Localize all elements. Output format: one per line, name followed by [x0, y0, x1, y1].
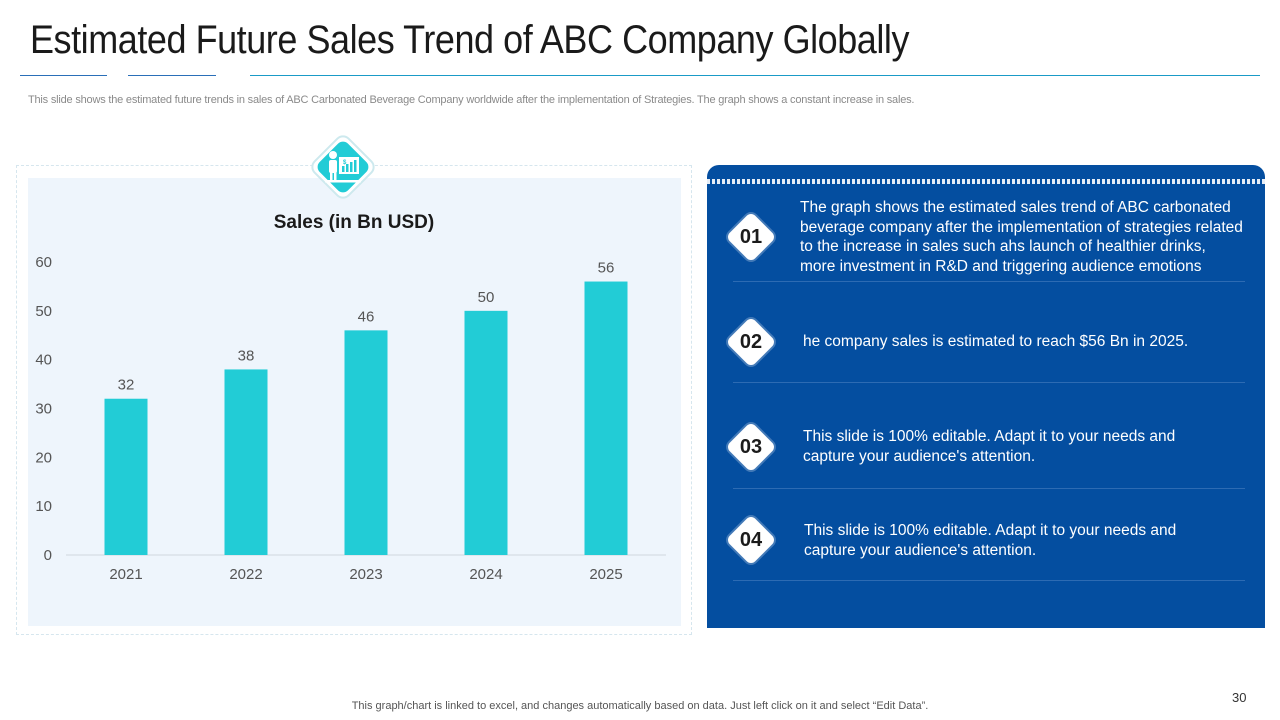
item-divider: [733, 488, 1245, 489]
x-tick-label: 2024: [469, 566, 502, 583]
y-tick-label: 0: [44, 547, 52, 564]
sales-bar-chart: Sales (in Bn USD) 0 10 20 30 40 50 60 32 38 46 50…: [35, 212, 666, 583]
y-tick-label: 30: [35, 401, 52, 418]
slide-subtitle: This slide shows the estimated future tr…: [28, 94, 915, 106]
presenter-chart-icon: $: [311, 135, 375, 199]
item-text-line: capture your audience's attention.: [803, 447, 1036, 465]
bars: [104, 281, 628, 555]
bar-2023: [344, 330, 388, 555]
title-rule-segment-2: [128, 75, 216, 76]
bar-data-label: 32: [118, 377, 135, 394]
item-text: This slide is 100% editable. Adapt it to…: [804, 521, 1176, 560]
y-axis-ticks: 0 10 20 30 40 50 60: [35, 254, 52, 564]
bar-2024: [464, 310, 508, 555]
insights-panel: [707, 165, 1265, 628]
item-text-line: beverage company after the implementatio…: [800, 218, 1243, 236]
x-axis-ticks: 2021 2022 2023 2024 2025: [109, 566, 622, 583]
item-number: 01: [739, 226, 763, 248]
bar-2021: [104, 398, 148, 555]
item-text: he company sales is estimated to reach $…: [803, 332, 1188, 352]
x-tick-label: 2022: [229, 566, 262, 583]
y-tick-label: 60: [35, 254, 52, 271]
y-tick-label: 50: [35, 303, 52, 320]
item-text-line: The graph shows the estimated sales tren…: [800, 199, 1231, 216]
y-tick-label: 20: [35, 449, 52, 466]
item-text-line: This slide is 100% editable. Adapt it to…: [803, 428, 1176, 445]
chart-title: Sales (in Bn USD): [274, 212, 434, 233]
slide-footer-note: This graph/chart is linked to excel, and…: [351, 700, 929, 712]
y-tick-label: 40: [35, 352, 52, 369]
x-tick-label: 2025: [589, 566, 622, 583]
item-number: 04: [739, 529, 763, 551]
bar-data-label: 50: [478, 289, 495, 306]
item-text-line: more investment in R&D and triggering au…: [800, 257, 1202, 275]
item-number-badge: 03: [725, 421, 777, 473]
bar-data-label: 38: [238, 347, 255, 364]
item-number-badge: 04: [725, 514, 777, 566]
item-text: The graph shows the estimated sales tren…: [800, 198, 1243, 276]
item-text-line: capture your audience's attention.: [804, 541, 1037, 559]
bar-2025: [584, 281, 628, 555]
item-number: 02: [739, 331, 763, 353]
item-text-line: to the increase in sales such ahs launch…: [800, 238, 1206, 255]
y-tick-label: 10: [35, 498, 52, 515]
chart-badge: $: [300, 124, 386, 210]
item-divider: [733, 382, 1245, 383]
x-tick-label: 2023: [349, 566, 382, 583]
item-divider: [733, 281, 1245, 282]
svg-text:$: $: [343, 160, 347, 166]
bar-data-label: 56: [598, 260, 615, 277]
page-number: 30: [1232, 690, 1247, 705]
item-text-line: he company sales is estimated to reach $…: [803, 333, 1189, 350]
x-tick-label: 2021: [109, 566, 142, 583]
bar-2022: [224, 369, 268, 555]
item-text: This slide is 100% editable. Adapt it to…: [803, 427, 1175, 466]
bar-data-label: 46: [358, 308, 375, 325]
item-text-line: This slide is 100% editable. Adapt it to…: [804, 522, 1177, 539]
bar-data-labels: 32 38 46 50 56: [118, 260, 615, 394]
item-number-badge: 02: [725, 316, 777, 368]
item-number-badge: 01: [725, 211, 777, 263]
slide-title: Estimated Future Sales Trend of ABC Comp…: [30, 18, 910, 62]
title-rule-segment-3: [250, 75, 1260, 76]
item-number: 03: [739, 436, 763, 458]
item-divider: [733, 580, 1245, 581]
title-rule-segment-1: [20, 75, 107, 76]
panel-dotted-stripe: [707, 179, 1265, 184]
